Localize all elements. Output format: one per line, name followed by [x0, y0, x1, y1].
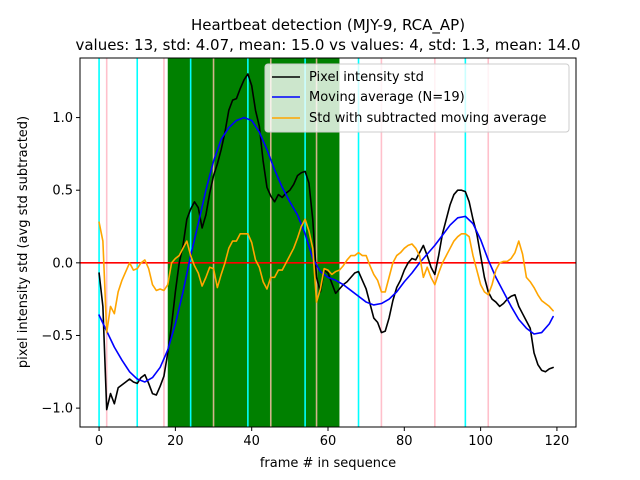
x-tick-label: 0	[95, 434, 103, 449]
y-tick-label: −0.5	[41, 329, 73, 344]
legend: Pixel intensity std Moving average (N=19…	[264, 63, 570, 133]
chart-subtitle: values: 13, std: 4.07, mean: 15.0 vs val…	[75, 36, 580, 54]
legend-box	[264, 63, 570, 133]
pixel-std-line	[98, 73, 554, 411]
y-tick-label: 1.0	[52, 111, 73, 126]
y-tick-label: −1.0	[41, 402, 73, 417]
y-tick-label: 0.0	[52, 256, 73, 271]
subtracted-line	[98, 218, 554, 334]
y-tick-label: 0.5	[52, 184, 73, 199]
x-tick-label: 40	[243, 434, 260, 449]
x-tick-label: 120	[545, 434, 570, 449]
chart-title: Heartbeat detection (MJY-9, RCA_AP)	[191, 16, 465, 35]
y-axis-label: pixel intensity std (avg std subtracted)	[16, 116, 31, 368]
legend-label-subtracted: Std with subtracted moving average	[309, 111, 547, 126]
legend-label-pixel-std: Pixel intensity std	[309, 70, 424, 85]
legend-label-moving-average: Moving average (N=19)	[309, 90, 465, 105]
x-tick-label: 100	[468, 434, 493, 449]
x-tick-label: 20	[167, 434, 184, 449]
axis-ticks: 0 20 40 60 80 100 120 −1.0 −0.5 0.0 0.5 1.0	[41, 111, 569, 449]
x-axis-label: frame # in sequence	[260, 456, 396, 471]
series-lines	[98, 73, 554, 411]
x-tick-label: 60	[320, 434, 337, 449]
moving-average-line	[98, 116, 554, 383]
x-tick-label: 80	[396, 434, 413, 449]
